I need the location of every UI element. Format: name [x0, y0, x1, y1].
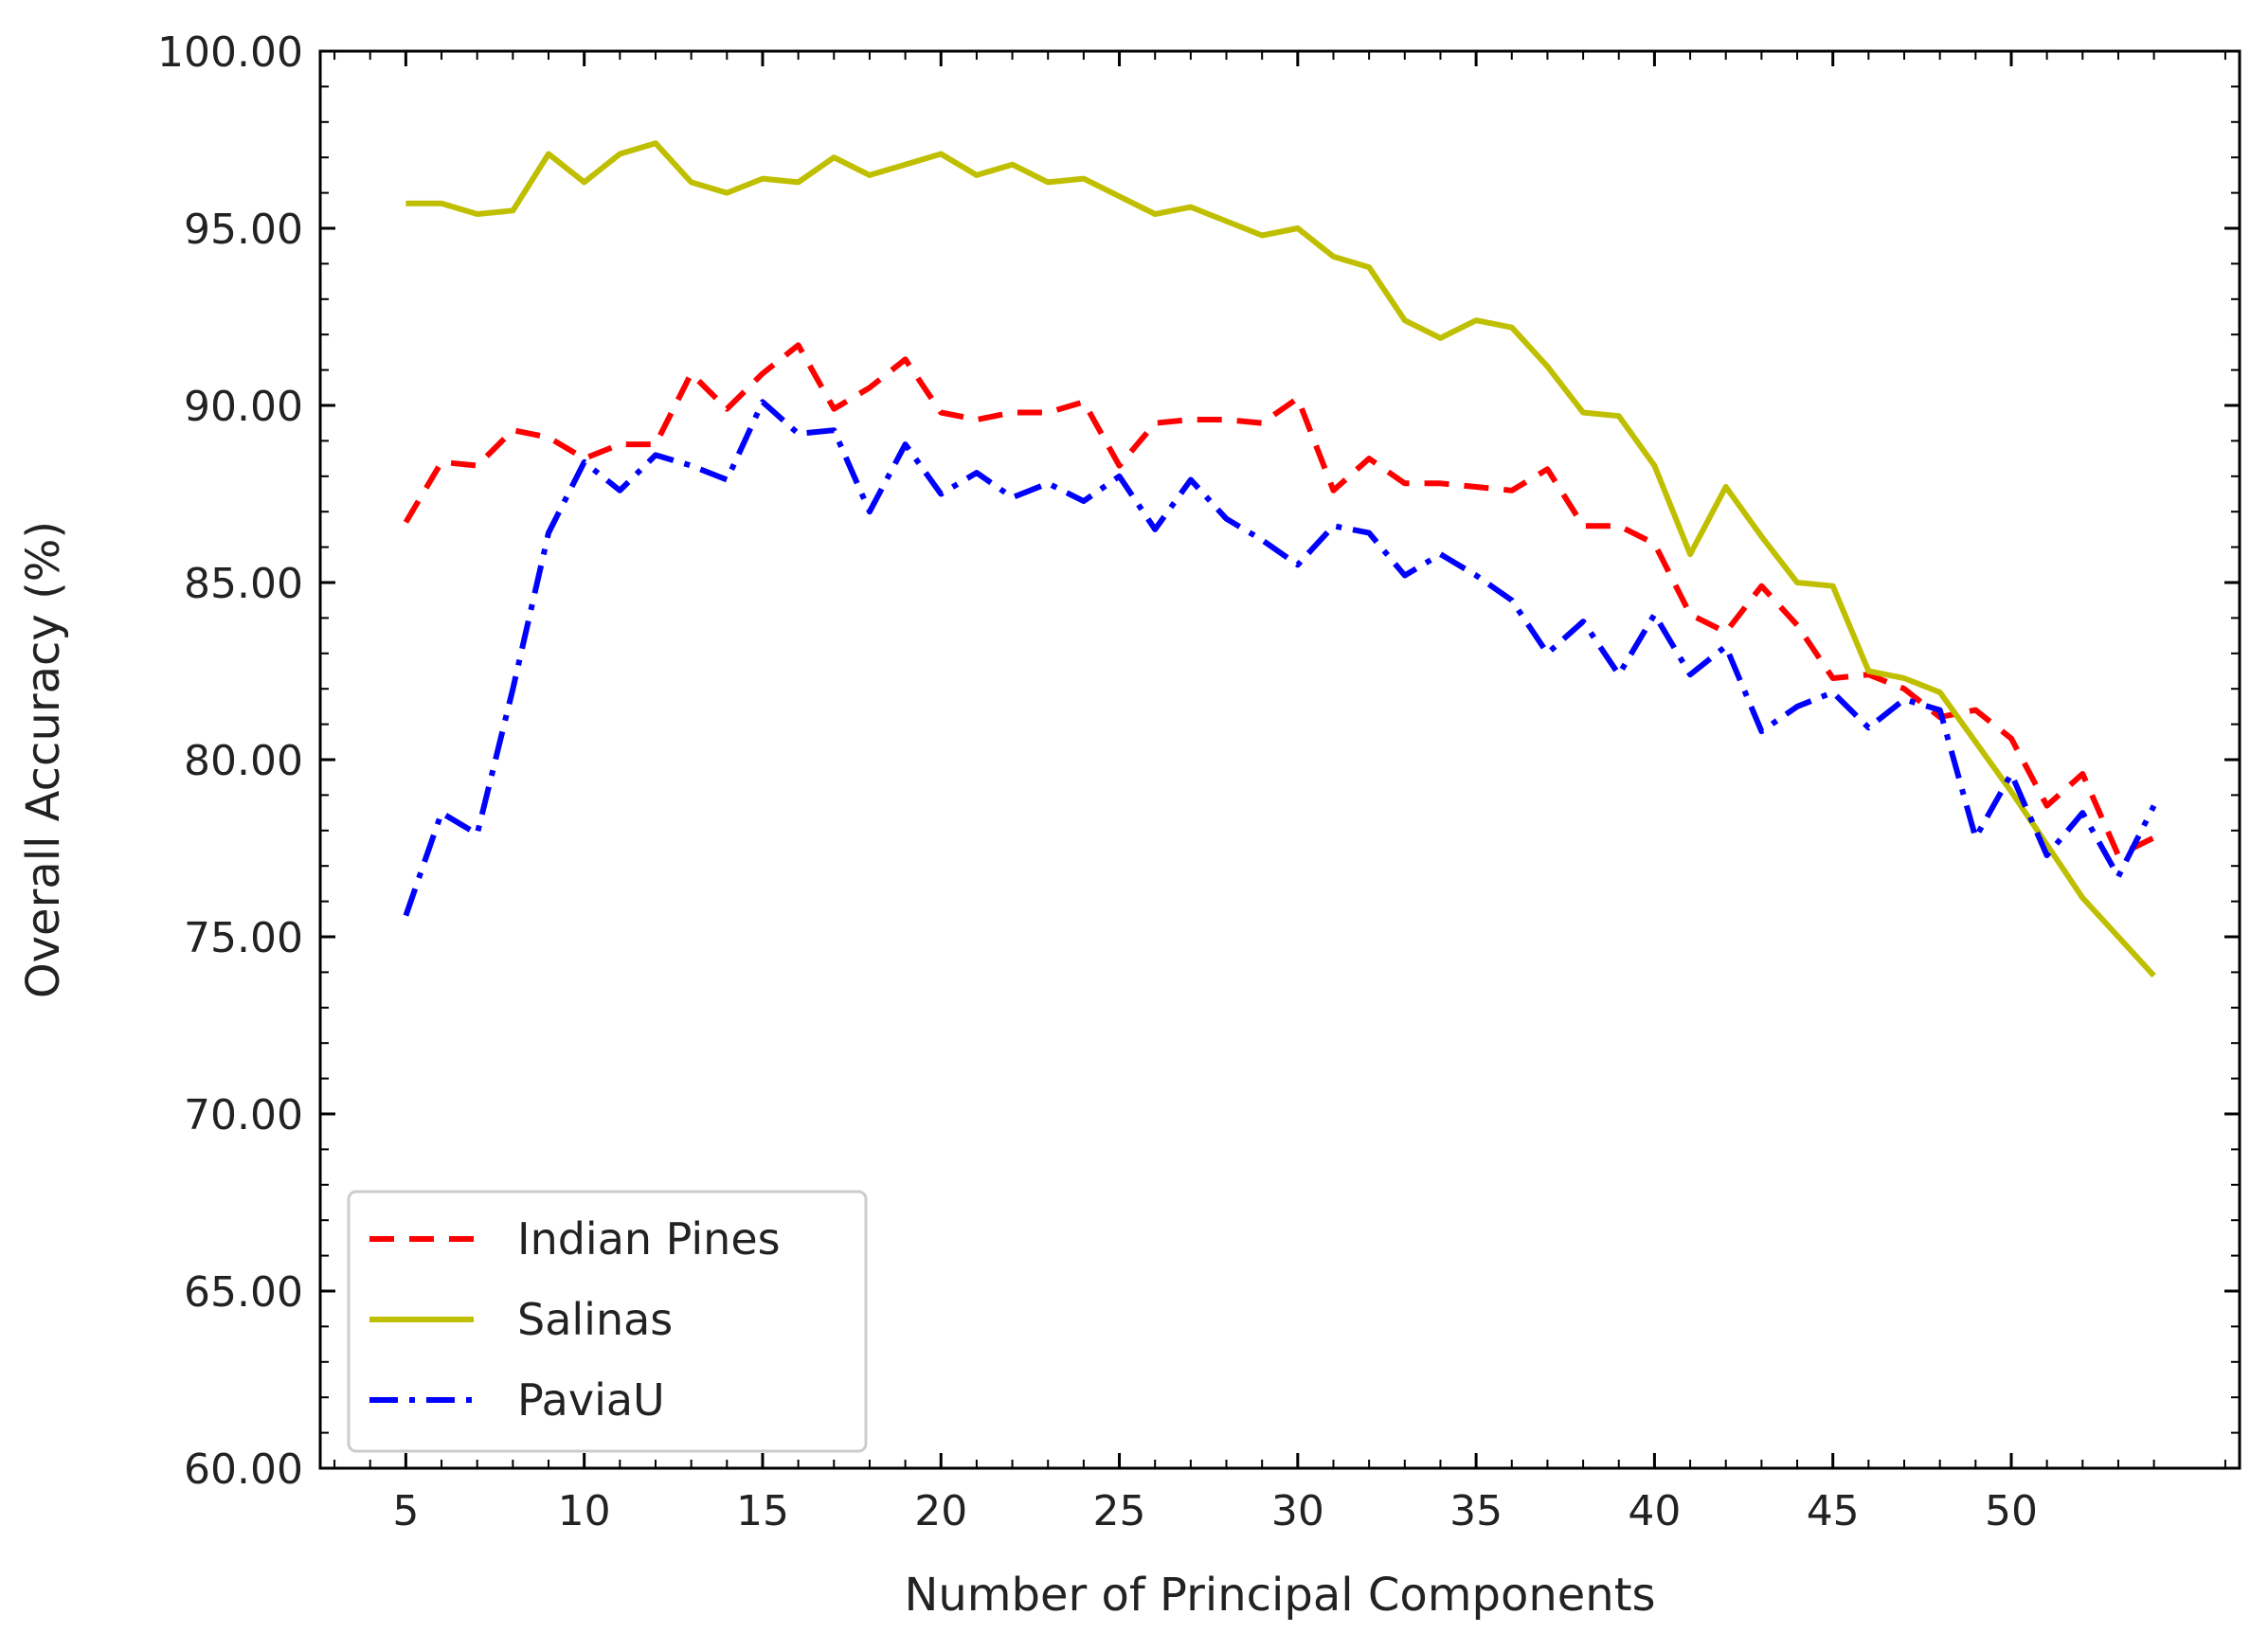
- y-tick-label: 95.00: [184, 206, 303, 254]
- legend-label: Salinas: [517, 1294, 673, 1345]
- y-tick-label: 60.00: [184, 1445, 303, 1494]
- x-tick-label: 30: [1271, 1487, 1324, 1535]
- x-tick-label: 5: [392, 1487, 419, 1535]
- ticks-layer: [320, 49, 2240, 1470]
- y-tick-label: 80.00: [184, 737, 303, 785]
- y-tick-label: 70.00: [184, 1091, 303, 1140]
- x-tick-label: 25: [1093, 1487, 1146, 1535]
- series-line-indian-pines: [403, 342, 2155, 858]
- series-line-salinas: [405, 140, 2156, 978]
- legend-box: [347, 1190, 868, 1453]
- legend-label: Indian Pines: [517, 1213, 781, 1265]
- y-axis-label: Overall Accuracy (%): [17, 521, 70, 998]
- y-tick-label: 100.00: [157, 28, 303, 77]
- legend: Indian Pines Salinas PaviaU: [347, 1190, 868, 1453]
- x-tick-label: 40: [1628, 1487, 1681, 1535]
- series-layer: [403, 140, 2157, 978]
- y-tick-label: 75.00: [184, 914, 303, 962]
- series-line-paviau: [403, 399, 2157, 917]
- x-tick-label: 45: [1807, 1487, 1860, 1535]
- legend-label: PaviaU: [517, 1374, 665, 1426]
- x-tick-label: 15: [736, 1487, 789, 1535]
- tick-labels-layer: 5 10 15 20 25 30 35 40 45 50 60.00 65.00 70.00 75.00 8…: [157, 28, 2038, 1535]
- legend-items: Indian Pines Salinas PaviaU: [369, 1213, 781, 1426]
- x-tick-label: 10: [558, 1487, 611, 1535]
- y-tick-label: 90.00: [184, 383, 303, 431]
- plot-area: [318, 49, 2241, 1470]
- x-tick-label: 50: [1985, 1487, 2038, 1535]
- x-tick-label: 35: [1449, 1487, 1503, 1535]
- x-axis-label: Number of Principal Components: [904, 1569, 1655, 1622]
- y-tick-label: 65.00: [184, 1268, 303, 1317]
- x-tick-label: 20: [914, 1487, 967, 1535]
- y-tick-label: 85.00: [184, 560, 303, 608]
